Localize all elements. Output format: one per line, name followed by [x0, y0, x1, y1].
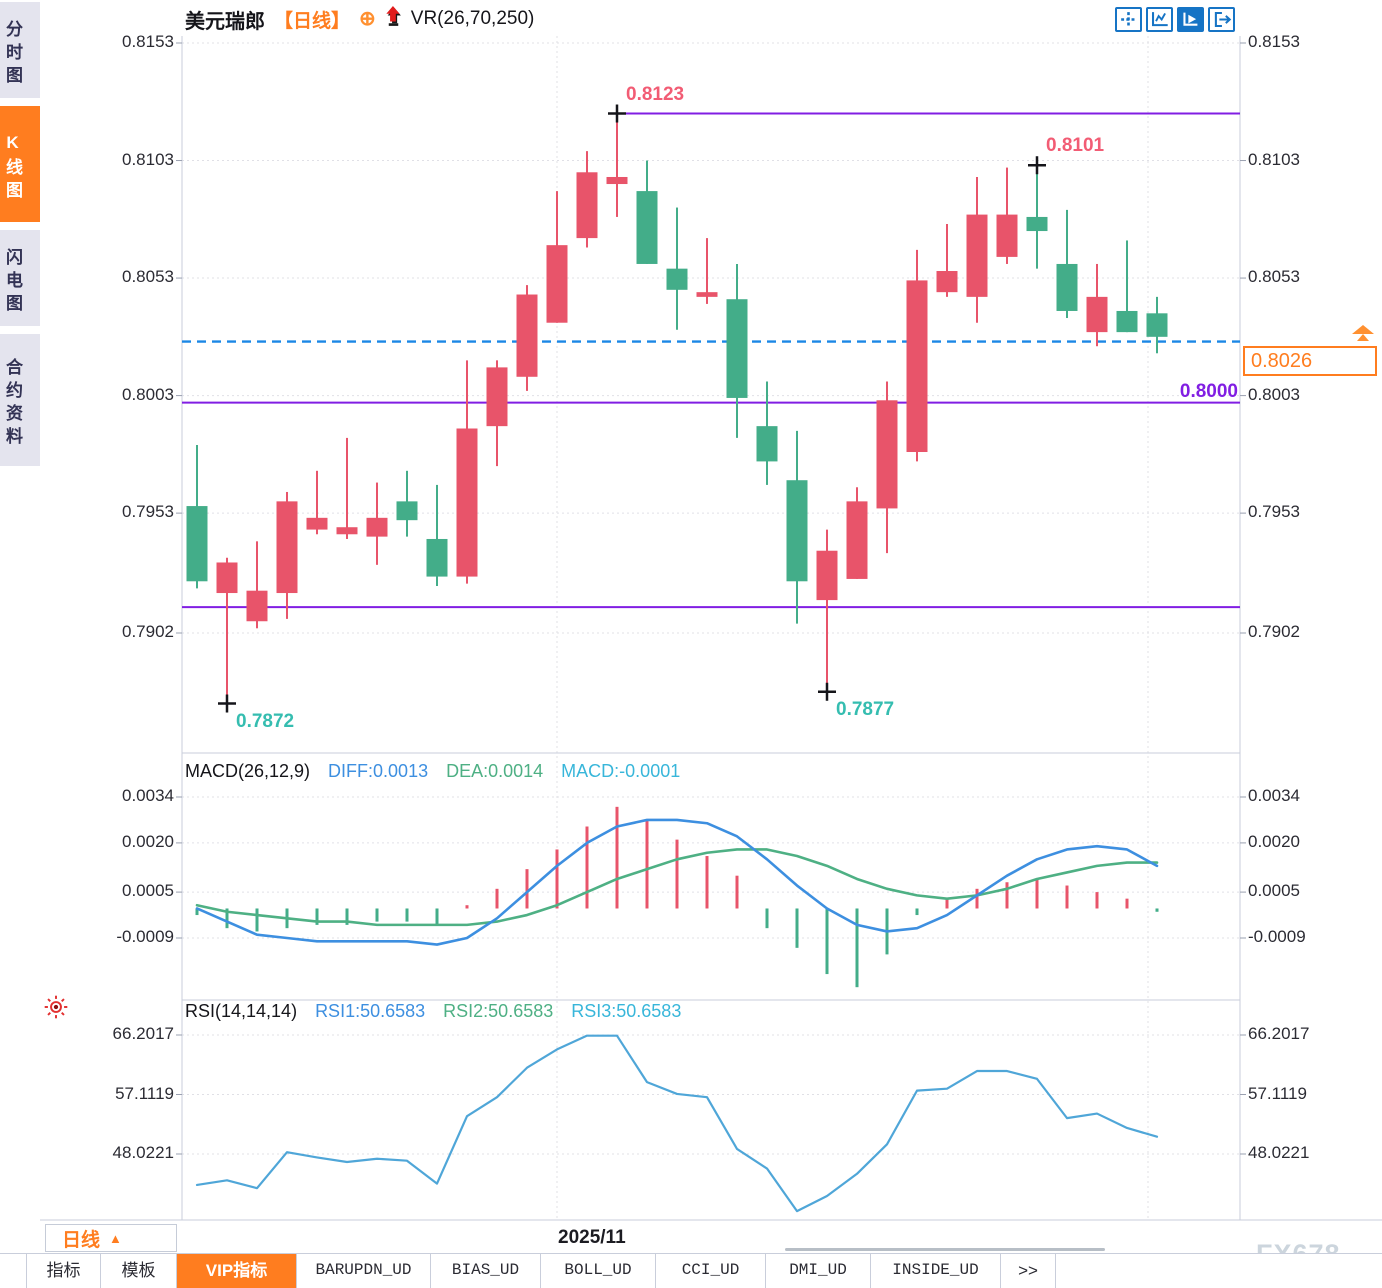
sidebar-item-1[interactable]: 分时图 — [0, 2, 40, 98]
period-selector-label: 日线 — [62, 1229, 101, 1251]
period-selector[interactable]: 日线 ▲ — [45, 1224, 177, 1252]
macd-legend: DIFF:0.0013 DEA:0.0014 MACD:-0.0001 — [328, 761, 680, 782]
indicator-name: VR(26,70,250) — [410, 8, 535, 29]
sidebar: 分时图 K线图闪电图合约资料 — [0, 0, 40, 1250]
axis-play-icon[interactable] — [1177, 7, 1204, 32]
price-marker-arrow-icon — [1351, 324, 1375, 341]
tabs-scrollbar[interactable] — [785, 1248, 1105, 1251]
sidebar-item-3[interactable]: 闪电图 — [0, 230, 40, 326]
x-axis-date-label: 2025/11 — [558, 1227, 626, 1248]
tab-bar-spacer — [0, 1254, 27, 1288]
legend-item: DEA:0.0014 — [446, 761, 544, 781]
current-price-box: 0.8026 — [1243, 345, 1377, 376]
tab-bias-ud[interactable]: BIAS_UD — [431, 1254, 541, 1288]
axis-zoom-icon[interactable] — [1146, 7, 1173, 32]
rsi-legend: RSI1:50.6583 RSI2:50.6583 RSI3:50.6583 — [315, 1001, 681, 1022]
tab-boll-ud[interactable]: BOLL_UD — [541, 1254, 656, 1288]
tab-模板[interactable]: 模板 — [101, 1254, 177, 1288]
legend-item: MACD:-0.0001 — [561, 761, 681, 781]
pan-crosshair-icon[interactable] — [1115, 7, 1142, 32]
symbol-name: 美元瑞郎 — [185, 10, 265, 33]
macd-title: MACD(26,12,9) — [185, 761, 311, 781]
rsi-header: RSI(14,14,14) RSI1:50.6583 RSI2:50.6583 RS… — [185, 1001, 681, 1022]
period-selector-arrow-icon: ▲ — [109, 1230, 122, 1246]
legend-item: DIFF:0.0013 — [328, 761, 429, 781]
rsi-title: RSI(14,14,14) — [185, 1001, 298, 1021]
sun-icon[interactable] — [42, 993, 70, 1026]
macd-header: MACD(26,12,9) DIFF:0.0013 DEA:0.0014 MACD:… — [185, 761, 680, 782]
indicator-tab-bar: 指标 模板 VIP指标 BARUPDN_UD BIAS_UD BOLL_UD CCI_UD D… — [0, 1253, 1382, 1288]
tab-vip指标[interactable]: VIP指标 — [177, 1254, 297, 1288]
tab->>[interactable]: >> — [1001, 1254, 1056, 1288]
current-price-value: 0.8026 — [1251, 349, 1313, 372]
period-tag: 【日线】 — [274, 10, 351, 32]
tab-barupdn-ud[interactable]: BARUPDN_UD — [297, 1254, 431, 1288]
add-indicator-icon[interactable]: ⊕ — [359, 8, 376, 30]
tab-cci-ud[interactable]: CCI_UD — [656, 1254, 766, 1288]
sidebar-item-2[interactable]: K线图 — [0, 106, 40, 222]
tab-inside-ud[interactable]: INSIDE_UD — [871, 1254, 1001, 1288]
tab-dmi-ud[interactable]: DMI_UD — [766, 1254, 871, 1288]
shift-right-icon[interactable] — [1208, 7, 1235, 32]
legend-item: RSI1:50.6583 — [315, 1001, 426, 1021]
chart-title-row: 美元瑞郎 【日线】 ⊕ VR(26,70,250) — [185, 5, 534, 33]
chart-toolbar — [1115, 7, 1235, 32]
legend-item: RSI2:50.6583 — [443, 1001, 554, 1021]
up-arrow-icon — [385, 6, 402, 32]
tab-指标[interactable]: 指标 — [27, 1254, 101, 1288]
legend-item: RSI3:50.6583 — [571, 1001, 682, 1021]
sidebar-item-4[interactable]: 合约资料 — [0, 334, 40, 466]
